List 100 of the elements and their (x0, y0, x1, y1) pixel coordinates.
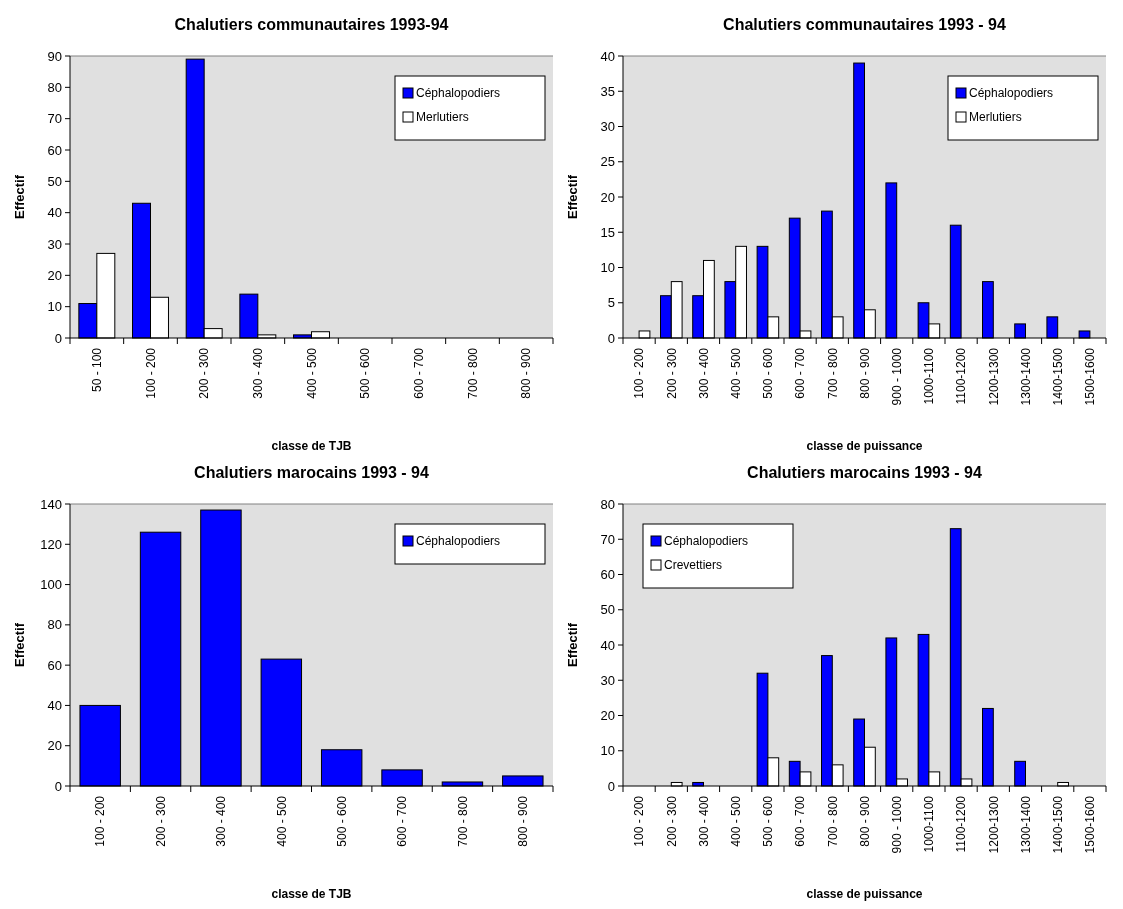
x-tick-label: 200 - 300 (664, 795, 679, 847)
y-tick-label: 40 (47, 205, 62, 221)
x-tick-label: 300 - 400 (696, 795, 711, 847)
x-tick-label: 700 - 800 (825, 347, 840, 399)
x-tick-label: 1300-1400 (1018, 795, 1033, 854)
y-tick-label: 60 (47, 657, 62, 673)
y-tick-label: 15 (600, 224, 615, 240)
x-tick-label: 1200-1300 (986, 347, 1001, 406)
x-tick-label: 700 - 800 (825, 795, 840, 847)
y-axis-title: Effectif (565, 622, 580, 668)
x-tick-label: 800 - 900 (519, 347, 534, 399)
y-axis-title: Effectif (12, 622, 27, 668)
y-tick-label: 50 (600, 602, 615, 618)
x-tick-label: 400 - 500 (728, 347, 743, 399)
x-tick-label: 200 - 300 (664, 347, 679, 399)
y-tick-label: 5 (607, 295, 615, 311)
y-axis-title: Effectif (565, 174, 580, 220)
y-tick-label: 50 (47, 173, 62, 189)
chart-title: Chalutiers communautaires 1993-94 (174, 16, 449, 33)
y-tick-label: 70 (600, 531, 615, 547)
y-tick-label: 20 (47, 267, 62, 283)
x-tick-label: 400 - 500 (304, 347, 319, 399)
y-tick-label: 30 (600, 672, 615, 688)
x-axis-title: classe de puissance (806, 887, 923, 901)
x-tick-label: 1300-1400 (1018, 347, 1033, 406)
y-tick-label: 140 (40, 496, 62, 512)
x-tick-label: 400 - 500 (728, 795, 743, 847)
y-tick-label: 80 (600, 496, 615, 512)
chart-title: Chalutiers marocains 1993 - 94 (194, 464, 429, 481)
x-tick-label: 300 - 400 (214, 795, 229, 847)
y-tick-label: 40 (600, 637, 615, 653)
y-tick-label: 30 (47, 236, 62, 252)
y-tick-label: 10 (47, 299, 62, 315)
x-tick-label: 300 - 400 (251, 347, 266, 399)
y-tick-label: 20 (47, 738, 62, 754)
y-tick-label: 60 (47, 142, 62, 158)
legend-label: Merlutiers (416, 110, 469, 125)
y-tick-label: 20 (600, 189, 615, 205)
x-tick-label: 1200-1300 (986, 795, 1001, 854)
y-tick-label: 90 (47, 48, 62, 64)
x-tick-label: 1500-1600 (1083, 347, 1098, 406)
y-tick-label: 40 (47, 697, 62, 713)
legend-label: Céphalopodiers (969, 86, 1054, 101)
legend-label: Crevettiers (664, 558, 723, 573)
y-tick-label: 0 (54, 330, 62, 346)
x-tick-label: 900 - 1000 (889, 795, 904, 854)
y-tick-label: 30 (600, 119, 615, 135)
x-tick-label: 800 - 900 (857, 347, 872, 399)
x-axis-title: classe de puissance (806, 439, 923, 453)
legend-label: Céphalopodiers (416, 534, 501, 549)
x-tick-label: 50 - 100 (90, 347, 105, 393)
legend-label: Merlutiers (969, 110, 1022, 125)
x-axis-title: classe de TJB (271, 439, 352, 453)
x-tick-label: 500 - 600 (358, 347, 373, 399)
y-tick-label: 10 (600, 743, 615, 759)
y-tick-label: 20 (600, 708, 615, 724)
y-tick-label: 10 (600, 260, 615, 276)
x-tick-label: 500 - 600 (761, 347, 776, 399)
y-axis-title: Effectif (12, 174, 27, 220)
x-tick-label: 1000-1100 (922, 795, 937, 853)
x-tick-label: 900 - 1000 (889, 347, 904, 406)
y-tick-label: 70 (47, 111, 62, 127)
y-tick-label: 0 (607, 330, 615, 346)
chart-title: Chalutiers marocains 1993 - 94 (747, 464, 982, 481)
x-tick-label: 600 - 700 (412, 347, 427, 399)
x-tick-label: 1400-1500 (1050, 795, 1065, 854)
x-tick-label: 700 - 800 (455, 795, 470, 847)
x-tick-label: 300 - 400 (696, 347, 711, 399)
y-tick-label: 100 (40, 577, 62, 593)
x-tick-label: 800 - 900 (857, 795, 872, 847)
chart-title: Chalutiers communautaires 1993 - 94 (723, 16, 1006, 33)
x-tick-label: 100 - 200 (93, 795, 108, 847)
x-tick-label: 1400-1500 (1050, 347, 1065, 406)
x-tick-label: 600 - 700 (793, 795, 808, 847)
x-tick-label: 800 - 900 (516, 795, 531, 847)
y-tick-label: 80 (47, 79, 62, 95)
y-tick-label: 35 (600, 83, 615, 99)
x-tick-label: 700 - 800 (465, 347, 480, 399)
y-tick-label: 0 (54, 778, 62, 794)
legend-label: Céphalopodiers (416, 86, 501, 101)
x-axis-title: classe de TJB (271, 887, 352, 901)
x-tick-label: 100 - 200 (632, 347, 647, 399)
y-tick-label: 120 (40, 536, 62, 552)
y-tick-label: 60 (600, 567, 615, 583)
y-tick-label: 80 (47, 617, 62, 633)
y-tick-label: 25 (600, 154, 615, 170)
x-tick-label: 200 - 300 (197, 347, 212, 399)
x-tick-label: 600 - 700 (395, 795, 410, 847)
x-tick-label: 500 - 600 (761, 795, 776, 847)
y-tick-label: 40 (600, 48, 615, 64)
x-tick-label: 100 - 200 (143, 347, 158, 399)
x-tick-label: 1000-1100 (922, 347, 937, 405)
x-tick-label: 500 - 600 (334, 795, 349, 847)
legend-label: Céphalopodiers (664, 534, 749, 549)
x-tick-label: 1100-1200 (954, 347, 969, 405)
x-tick-label: 600 - 700 (793, 347, 808, 399)
x-tick-label: 1100-1200 (954, 795, 969, 853)
y-tick-label: 0 (607, 778, 615, 794)
x-tick-label: 1500-1600 (1083, 795, 1098, 854)
x-tick-label: 400 - 500 (274, 795, 289, 847)
